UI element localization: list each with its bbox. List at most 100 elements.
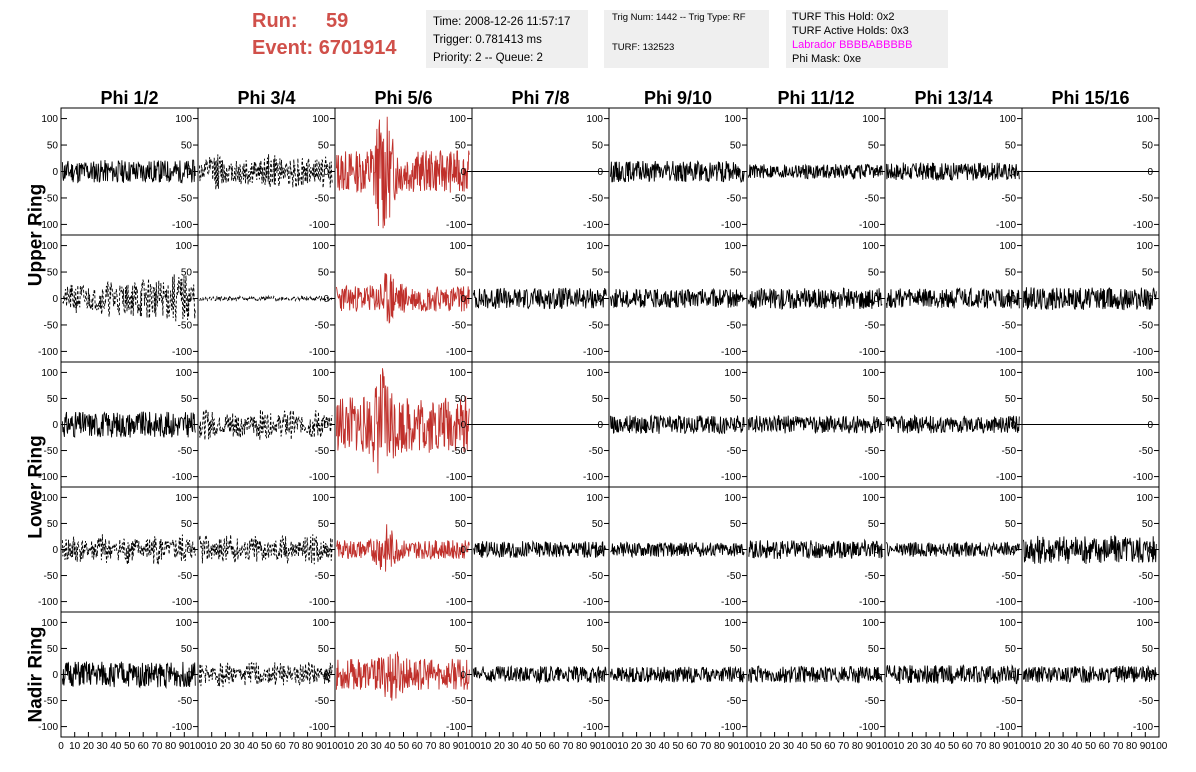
- x-tick-label: 100: [1151, 741, 1168, 752]
- x-tick-label: 100: [327, 741, 344, 752]
- y-tick-label: 0: [597, 545, 603, 556]
- y-tick-label: -100: [309, 220, 329, 231]
- waveform-trace: [747, 664, 883, 684]
- y-tick-label: 50: [592, 644, 604, 655]
- x-tick-label: 30: [234, 741, 246, 752]
- y-tick-label: -50: [178, 446, 193, 457]
- y-tick-label: -100: [38, 220, 58, 231]
- y-tick-label: 50: [868, 268, 880, 279]
- y-tick-label: 50: [1142, 394, 1154, 405]
- x-tick-label: 20: [769, 741, 781, 752]
- y-tick-label: 50: [318, 141, 330, 152]
- y-tick-label: -100: [583, 347, 603, 358]
- y-tick-label: 100: [724, 493, 741, 504]
- x-tick-label: 20: [220, 741, 232, 752]
- waveform-trace: [1022, 287, 1157, 311]
- y-tick-label: 100: [586, 618, 603, 629]
- x-tick-label: 40: [247, 741, 259, 752]
- y-tick-label: 100: [862, 114, 879, 125]
- turf-hold-text: TURF This Hold: 0x2: [792, 11, 895, 23]
- x-tick-label: 0: [58, 741, 64, 752]
- y-tick-label: 50: [318, 394, 330, 405]
- y-tick-label: 50: [47, 141, 59, 152]
- x-tick-label: 70: [1112, 741, 1124, 752]
- y-tick-label: -50: [1002, 193, 1017, 204]
- x-tick-label: 20: [494, 741, 506, 752]
- y-tick-label: 100: [312, 241, 329, 252]
- y-tick-label: -50: [178, 696, 193, 707]
- y-tick-label: 50: [1005, 394, 1017, 405]
- time-text: Time: 2008-12-26 11:57:17: [433, 16, 571, 28]
- y-tick-label: -100: [583, 722, 603, 733]
- y-tick-label: 50: [1005, 268, 1017, 279]
- y-tick-label: 0: [735, 545, 741, 556]
- y-tick-label: 0: [460, 167, 466, 178]
- y-tick-label: 50: [47, 644, 59, 655]
- y-tick-label: -100: [1133, 347, 1153, 358]
- turf-active-text: TURF Active Holds: 0x3: [792, 25, 909, 37]
- x-tick-label: 20: [631, 741, 643, 752]
- x-tick-label: 10: [69, 741, 81, 752]
- y-tick-label: -100: [172, 722, 192, 733]
- y-tick-label: 100: [586, 493, 603, 504]
- y-tick-label: 100: [999, 368, 1016, 379]
- x-tick-label: 10: [617, 741, 629, 752]
- x-tick-label: 90: [590, 741, 602, 752]
- y-tick-label: -100: [1133, 597, 1153, 608]
- y-tick-label: -100: [996, 597, 1016, 608]
- waveform-trace: [885, 287, 1020, 309]
- y-tick-label: -100: [859, 220, 879, 231]
- waveform-trace: [472, 287, 607, 310]
- y-tick-label: 50: [455, 141, 467, 152]
- y-tick-label: 50: [181, 519, 193, 530]
- y-tick-label: -100: [1133, 220, 1153, 231]
- y-tick-label: 0: [1147, 420, 1153, 431]
- y-tick-label: -100: [859, 597, 879, 608]
- y-tick-label: 50: [730, 519, 742, 530]
- y-tick-label: -100: [309, 347, 329, 358]
- event-row: Event: 6701914: [252, 35, 397, 62]
- x-tick-label: 60: [412, 741, 424, 752]
- x-tick-label: 60: [549, 741, 561, 752]
- y-tick-label: 100: [1136, 368, 1153, 379]
- column-title: Phi 3/4: [237, 88, 295, 108]
- y-tick-label: 50: [181, 644, 193, 655]
- x-tick-label: 30: [371, 741, 383, 752]
- x-tick-label: 90: [1003, 741, 1015, 752]
- y-tick-label: 100: [1136, 114, 1153, 125]
- x-tick-label: 100: [1014, 741, 1031, 752]
- y-tick-label: -50: [1002, 571, 1017, 582]
- y-tick-label: 50: [592, 394, 604, 405]
- y-tick-label: 0: [873, 420, 879, 431]
- x-tick-label: 70: [151, 741, 163, 752]
- y-tick-label: 100: [586, 114, 603, 125]
- run-label: Run:: [252, 10, 298, 32]
- y-tick-label: 0: [323, 670, 329, 681]
- y-tick-label: 0: [323, 294, 329, 305]
- y-tick-label: -100: [309, 597, 329, 608]
- y-tick-label: 100: [999, 618, 1016, 629]
- x-tick-label: 50: [124, 741, 136, 752]
- y-tick-label: -50: [1139, 320, 1154, 331]
- y-tick-label: 0: [735, 167, 741, 178]
- waveform-trace: [335, 524, 470, 572]
- turf-text: TURF: 132523: [612, 42, 675, 53]
- y-tick-label: 100: [586, 368, 603, 379]
- y-tick-label: -100: [583, 597, 603, 608]
- waveform-trace: [747, 287, 883, 311]
- x-tick-label: 60: [1099, 741, 1111, 752]
- y-tick-label: 100: [312, 114, 329, 125]
- y-tick-label: 100: [724, 618, 741, 629]
- y-tick-label: -100: [996, 472, 1016, 483]
- x-tick-label: 70: [562, 741, 574, 752]
- y-tick-label: 50: [868, 141, 880, 152]
- y-tick-label: 100: [312, 493, 329, 504]
- ring-label: Lower Ring: [26, 435, 47, 538]
- y-tick-label: 0: [873, 167, 879, 178]
- y-tick-label: 0: [1147, 670, 1153, 681]
- x-tick-label: 40: [1071, 741, 1083, 752]
- x-tick-label: 60: [824, 741, 836, 752]
- y-tick-label: 100: [999, 241, 1016, 252]
- waveform-trace: [61, 411, 196, 439]
- y-tick-label: -100: [1133, 472, 1153, 483]
